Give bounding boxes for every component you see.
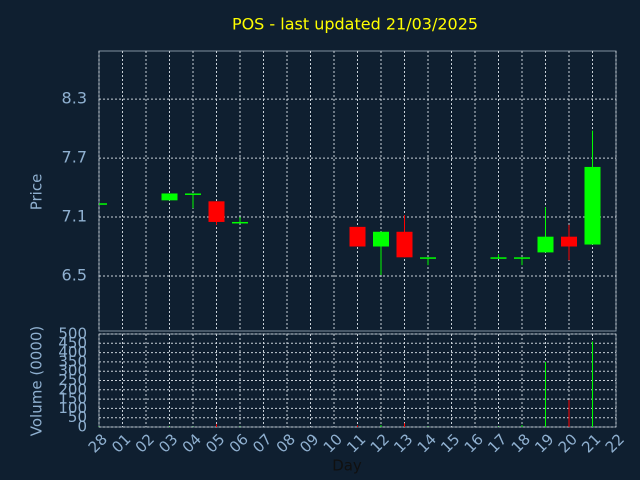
x-tick-label: 15 <box>437 430 463 456</box>
x-tick-label: 09 <box>296 430 322 456</box>
y-tick-label: 7.7 <box>62 148 87 167</box>
volume-tick-label: 300 <box>58 362 87 380</box>
y-axis-label: Price <box>28 174 46 211</box>
x-tick-label: 17 <box>484 430 510 456</box>
candle-body <box>232 221 248 224</box>
candle-body <box>208 201 225 222</box>
x-tick-label: 07 <box>249 430 275 456</box>
candle-body <box>373 231 389 247</box>
x-tick-label: 11 <box>343 430 369 456</box>
x-tick-label: 02 <box>132 430 158 456</box>
x-tick-label: 12 <box>367 430 393 456</box>
volume-tick-label: 250 <box>58 371 87 389</box>
candle-body <box>99 203 107 205</box>
y-tick-label: 8.3 <box>62 89 87 108</box>
volume-tick-label: 350 <box>58 352 87 370</box>
x-tick-label: 05 <box>202 430 228 456</box>
x-tick-label: 08 <box>273 430 299 456</box>
candle-body <box>420 257 436 259</box>
x-tick-label: 06 <box>226 430 252 456</box>
x-tick-label: 19 <box>531 430 557 456</box>
y-tick-label: 7.1 <box>62 207 87 226</box>
x-tick-label: 01 <box>108 430 134 456</box>
volume-tick-label: 150 <box>58 390 87 408</box>
candle-body <box>349 226 366 247</box>
x-tick-label: 13 <box>390 430 416 456</box>
candle-body <box>561 236 577 247</box>
volume-tick-label: 0 <box>77 418 87 436</box>
volume-axis-label: Volume (0000) <box>28 326 46 436</box>
candle-body <box>584 166 601 245</box>
x-tick-label: 14 <box>414 430 440 456</box>
x-tick-label: 28 <box>85 430 111 456</box>
x-tick-label: 04 <box>179 430 205 456</box>
x-tick-label: 16 <box>461 430 487 456</box>
volume-tick-label: 450 <box>58 334 87 352</box>
candle-body <box>490 257 507 259</box>
x-tick-label: 18 <box>508 430 534 456</box>
candle-body <box>396 231 413 258</box>
x-tick-label: 21 <box>578 430 604 456</box>
candle-body <box>537 236 554 253</box>
volume-tick-label: 200 <box>58 380 87 398</box>
x-tick-label: 10 <box>320 430 346 456</box>
candle-body <box>514 257 530 259</box>
volume-tick-label: 500 <box>58 325 87 343</box>
volume-tick-label: 400 <box>58 343 87 361</box>
x-tick-label: 03 <box>155 430 181 456</box>
x-tick-label: 22 <box>602 430 628 456</box>
candle-body <box>185 193 201 195</box>
volume-tick-label: 50 <box>68 408 87 426</box>
chart-title: POS - last updated 21/03/2025 <box>232 15 478 34</box>
candle-body <box>161 193 178 201</box>
y-tick-label: 6.5 <box>62 265 87 284</box>
x-axis-label: Day <box>332 457 362 475</box>
volume-tick-label: 100 <box>58 399 87 417</box>
x-tick-label: 20 <box>555 430 581 456</box>
